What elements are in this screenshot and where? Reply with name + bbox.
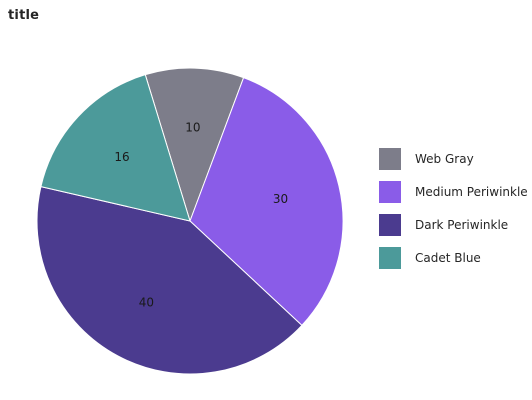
- legend-label: Cadet Blue: [415, 251, 481, 265]
- legend-swatch: [379, 181, 401, 203]
- chart-title: title: [8, 8, 40, 23]
- legend-swatch: [379, 214, 401, 236]
- pie-label-dark-periwinkle: 40: [139, 296, 154, 310]
- pie-slice-web-gray: [144, 67, 245, 223]
- legend-label: Dark Periwinkle: [415, 218, 509, 232]
- legend-item-cadet-blue: Cadet Blue: [379, 247, 528, 269]
- pie-slice-dark-periwinkle: [36, 185, 303, 375]
- legend-item-dark-periwinkle: Dark Periwinkle: [379, 214, 528, 236]
- pie-labels: 10 30 40 16: [114, 121, 288, 310]
- legend: Web Gray Medium Periwinkle Dark Periwinkle…: [379, 148, 528, 269]
- legend-item-web-gray: Web Gray: [379, 148, 528, 170]
- pie-slice-medium-periwinkle: [189, 77, 344, 327]
- legend-swatch: [379, 247, 401, 269]
- pie-label-cadet-blue: 16: [114, 150, 129, 164]
- legend-swatch: [379, 148, 401, 170]
- pie-slice-cadet-blue: [40, 74, 191, 222]
- legend-item-medium-periwinkle: Medium Periwinkle: [379, 181, 528, 203]
- pie-slices: [36, 67, 344, 375]
- pie-label-medium-periwinkle: 30: [273, 192, 288, 206]
- pie-label-web-gray: 10: [185, 121, 200, 135]
- legend-label: Medium Periwinkle: [415, 185, 528, 199]
- legend-label: Web Gray: [415, 152, 474, 166]
